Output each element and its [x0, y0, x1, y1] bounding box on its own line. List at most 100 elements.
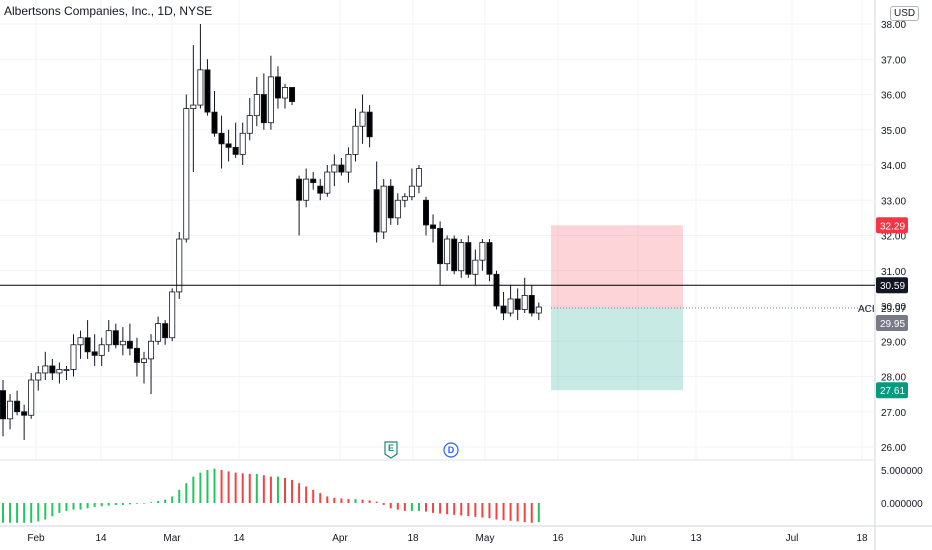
stop-zone	[551, 225, 683, 308]
entry-price-badge-bg	[876, 277, 908, 294]
candle-body	[148, 340, 155, 360]
price-tick-label: 37.00	[881, 55, 906, 66]
price-tick-label: 30.00	[881, 302, 906, 313]
candle-body	[119, 340, 126, 346]
time-tick-label: 14	[233, 533, 245, 544]
osc-tick-label: 5.000000	[881, 466, 923, 477]
target-zone	[551, 308, 683, 391]
prev-close-badge: 29.95	[880, 319, 905, 330]
candle-body	[260, 94, 267, 124]
candle-body	[63, 369, 70, 371]
candle-body	[42, 365, 49, 374]
candle-body	[140, 358, 147, 363]
candle-body	[211, 111, 218, 134]
candle-body	[218, 132, 225, 145]
candle-body	[126, 340, 133, 349]
target-price-badge: 27.61	[880, 386, 905, 397]
price-tick-label: 28.00	[881, 373, 906, 384]
candle-body	[465, 242, 472, 275]
candle-body	[415, 168, 422, 187]
earnings-marker-label: E	[388, 443, 394, 453]
time-tick-label: 16	[552, 533, 564, 544]
currency-badge[interactable]: USD	[890, 6, 920, 21]
candle-body	[183, 108, 190, 240]
time-tick-label: Mar	[163, 533, 181, 544]
candle-body	[70, 344, 77, 370]
price-tick-label: 33.00	[881, 196, 906, 207]
candle-body	[535, 306, 542, 314]
candle-body	[359, 111, 366, 127]
candle-body	[91, 351, 98, 356]
price-tick-label: 36.00	[881, 91, 906, 102]
price-tick-label: 38.00	[881, 20, 906, 31]
candle-body	[162, 323, 169, 339]
price-axis[interactable]: 38.00 37.00 36.00 35.00 34.00 33.00 32.00 31.00…	[858, 20, 923, 510]
position-zones[interactable]	[551, 225, 875, 391]
time-tick-label: 18	[856, 533, 868, 544]
prev-close-badge-bg	[876, 315, 908, 331]
candle-body	[49, 365, 56, 374]
candle-body	[204, 69, 211, 113]
candle-body	[232, 146, 239, 155]
candle-body	[296, 178, 303, 201]
time-tick-label: 14	[95, 533, 107, 544]
candle-body	[190, 104, 197, 109]
candle-body	[169, 291, 176, 339]
candle-body	[528, 295, 535, 314]
candle-body	[28, 379, 35, 416]
candle-body	[281, 87, 288, 99]
time-tick-label: Feb	[27, 533, 45, 544]
stop-price-badge: 32.29	[880, 221, 905, 232]
candle-body	[387, 185, 394, 219]
time-tick-label: Jul	[786, 533, 799, 544]
candle-body	[458, 242, 465, 272]
candle-body	[310, 178, 317, 184]
price-tick-label: 29.00	[881, 337, 906, 348]
candle-body	[112, 330, 119, 346]
candle-body	[472, 259, 479, 275]
candle-body	[35, 372, 42, 381]
candle-body	[84, 337, 91, 353]
candle-body	[479, 242, 486, 261]
candle-body	[197, 69, 204, 106]
candle-body	[394, 199, 401, 219]
time-axis[interactable]: Feb 14 Mar 14 Apr 18 May 16 Jun 13 Jul 18	[27, 533, 868, 544]
symbol-label: ACI	[858, 304, 875, 315]
candle-body	[493, 273, 500, 307]
candle-body	[267, 76, 274, 124]
candle-body	[437, 228, 444, 265]
chart-title: Albertsons Companies, Inc., 1D, NYSE	[4, 4, 213, 18]
candle-body	[373, 189, 380, 233]
candle-body	[317, 185, 324, 194]
price-tick-label: 31.00	[881, 267, 906, 278]
candle-body	[176, 238, 183, 293]
candle-body	[77, 337, 84, 346]
candle-body	[401, 196, 408, 201]
time-tick-label: May	[476, 533, 495, 544]
candle-body	[239, 132, 246, 155]
candle-body	[352, 125, 359, 155]
candle-body	[451, 238, 458, 272]
candlestick-series	[0, 24, 542, 440]
candle-body	[422, 199, 429, 226]
candle-body	[331, 164, 338, 173]
candle-body	[274, 76, 281, 99]
oscillator-panel	[2, 468, 540, 523]
candle-body	[366, 111, 373, 138]
dividend-marker-label: D	[448, 445, 455, 455]
candle-body	[338, 164, 345, 173]
candle-body	[98, 344, 105, 356]
price-tick-label: 35.00	[881, 126, 906, 137]
candle-body	[7, 400, 14, 420]
osc-tick-label: 0.000000	[881, 499, 923, 510]
candle-body	[521, 295, 528, 310]
candle-body	[105, 330, 112, 346]
candle-body	[56, 369, 63, 374]
price-tick-label: 26.00	[881, 443, 906, 454]
candle-body	[345, 154, 352, 173]
candle-body	[380, 185, 387, 233]
candle-body	[246, 115, 253, 134]
candle-body	[133, 347, 140, 363]
